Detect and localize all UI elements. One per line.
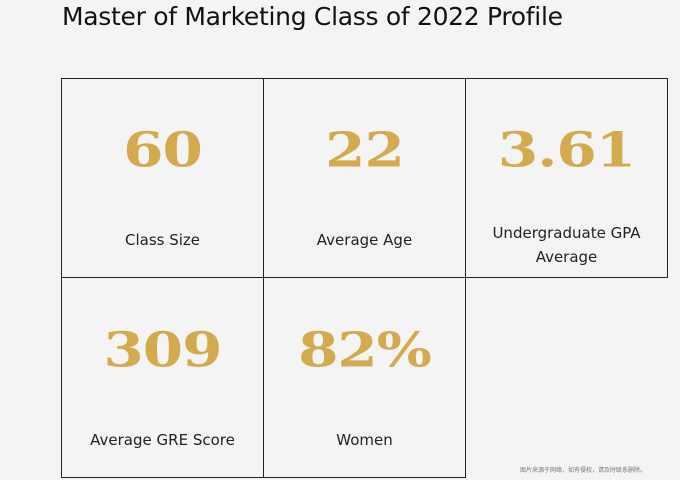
stat-card-average-age: 22 Average Age	[263, 78, 466, 278]
watermark-text: 图片来源于网络，如有侵权，请及时联系删除。	[520, 467, 647, 474]
stat-value-average-gre-score: 309	[103, 322, 222, 378]
stat-value-average-age: 22	[325, 122, 405, 178]
stat-label-class-size: Class Size	[124, 231, 201, 249]
stat-card-average-gre-score: 309 Average GRE Score	[61, 277, 264, 478]
stat-card-undergraduate-gpa: 3.61 Undergraduate GPA Average	[465, 78, 668, 278]
stat-label-undergraduate-gpa: Undergraduate GPA Average	[492, 224, 641, 266]
stat-label-average-age: Average Age	[316, 231, 413, 249]
stat-label-women: Women	[336, 431, 393, 449]
page-title: Master of Marketing Class of 2022 Profil…	[62, 2, 563, 31]
stat-label-average-gre-score: Average GRE Score	[90, 431, 235, 449]
stats-grid: 60 Class Size 22 Average Age 3.61 Underg…	[61, 78, 668, 478]
stat-value-women: 82%	[298, 322, 432, 378]
stat-value-class-size: 60	[123, 122, 203, 178]
stat-card-women: 82% Women	[263, 277, 466, 478]
stat-card-class-size: 60 Class Size	[61, 78, 264, 278]
stat-value-undergraduate-gpa: 3.61	[497, 122, 636, 178]
